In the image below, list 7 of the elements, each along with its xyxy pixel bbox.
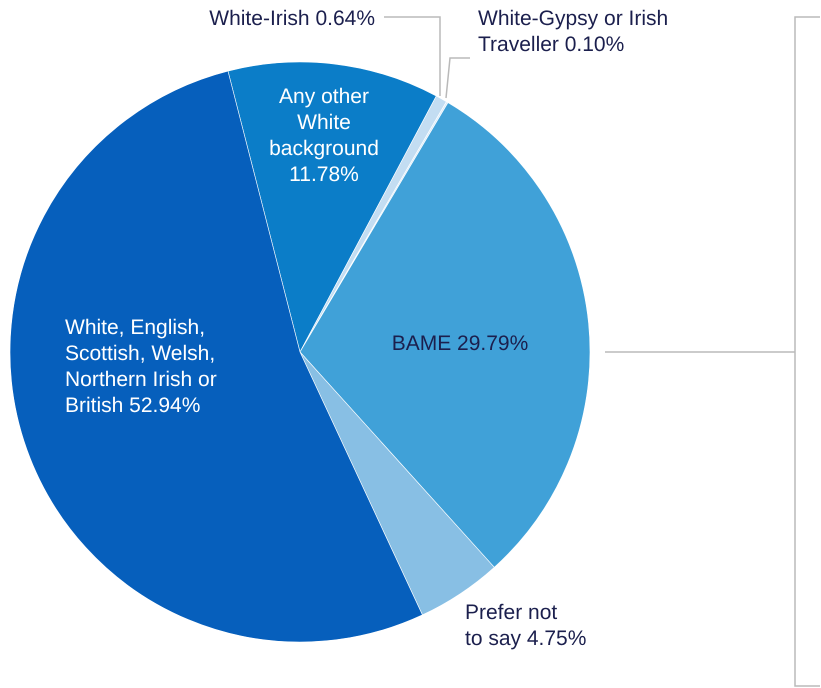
slice-label: Any other White background [269, 85, 379, 160]
slice-label: White, English, Scottish, Welsh, Northern Irish or British 52.94% [65, 316, 217, 417]
slice-label: White-Irish 0.64% [209, 7, 375, 30]
data-label: 11.78% [289, 163, 359, 186]
slice-label: White-Gypsy or Irish Traveller 0.10% [478, 7, 668, 56]
slice-label: Prefer not to say 4.75% [465, 601, 586, 650]
slice-label: BAME 29.79% [392, 332, 528, 355]
